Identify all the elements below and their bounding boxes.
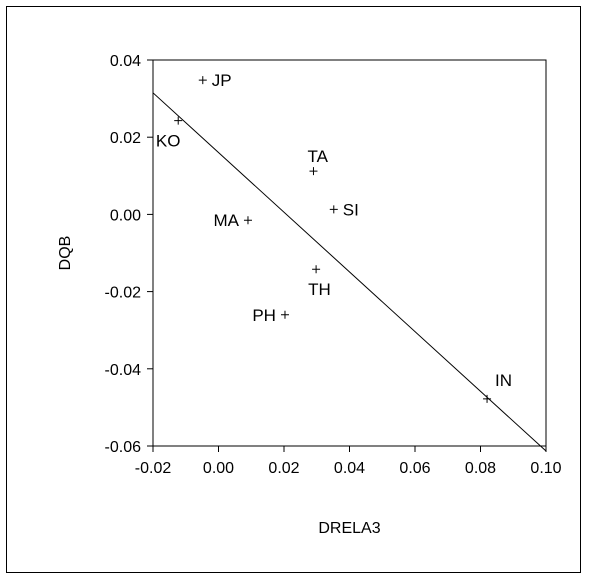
y-tick-label: 0.04 xyxy=(110,53,141,70)
plot-area xyxy=(152,59,547,447)
data-point-marker xyxy=(312,265,321,274)
data-point-label: KO xyxy=(156,132,181,151)
data-point-label: JP xyxy=(212,71,232,90)
data-point-label: PH xyxy=(252,306,276,325)
data-point-marker xyxy=(198,76,207,85)
y-tick-label: -0.06 xyxy=(105,439,142,456)
x-tick-label: -0.02 xyxy=(135,460,172,477)
data-point-label: TH xyxy=(308,280,331,299)
x-tick-label: 0.02 xyxy=(268,460,299,477)
data-point-label: MA xyxy=(213,211,239,230)
data-point-label: TA xyxy=(307,147,328,166)
x-axis-label: DRELA3 xyxy=(318,520,380,537)
x-tick-label: 0.00 xyxy=(203,460,234,477)
data-point-marker xyxy=(483,394,492,403)
y-tick-label: -0.02 xyxy=(105,285,142,302)
data-point-marker xyxy=(280,310,289,319)
chart-frame xyxy=(6,6,581,573)
y-tick-label: -0.04 xyxy=(105,362,142,379)
x-tick-label: 0.04 xyxy=(334,460,365,477)
y-tick-label: 0.02 xyxy=(110,130,141,147)
regression-line xyxy=(152,92,547,452)
data-point-marker xyxy=(309,167,318,176)
x-tick-label: 0.06 xyxy=(399,460,430,477)
x-tick-label: 0.10 xyxy=(530,460,561,477)
data-point-label: SI xyxy=(343,200,359,219)
y-tick-label: 0.00 xyxy=(110,207,141,224)
data-point-marker xyxy=(174,116,183,125)
y-axis-label: DQB xyxy=(57,236,74,271)
data-point-marker xyxy=(329,205,338,214)
data-point-label: IN xyxy=(495,371,512,390)
x-tick-label: 0.08 xyxy=(465,460,496,477)
data-point-marker xyxy=(243,216,252,225)
